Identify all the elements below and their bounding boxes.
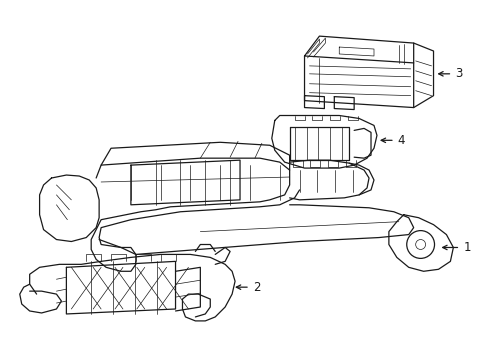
Text: 3: 3: [454, 67, 462, 80]
Text: 1: 1: [462, 241, 470, 254]
Text: 4: 4: [397, 134, 405, 147]
Text: 2: 2: [252, 281, 260, 294]
